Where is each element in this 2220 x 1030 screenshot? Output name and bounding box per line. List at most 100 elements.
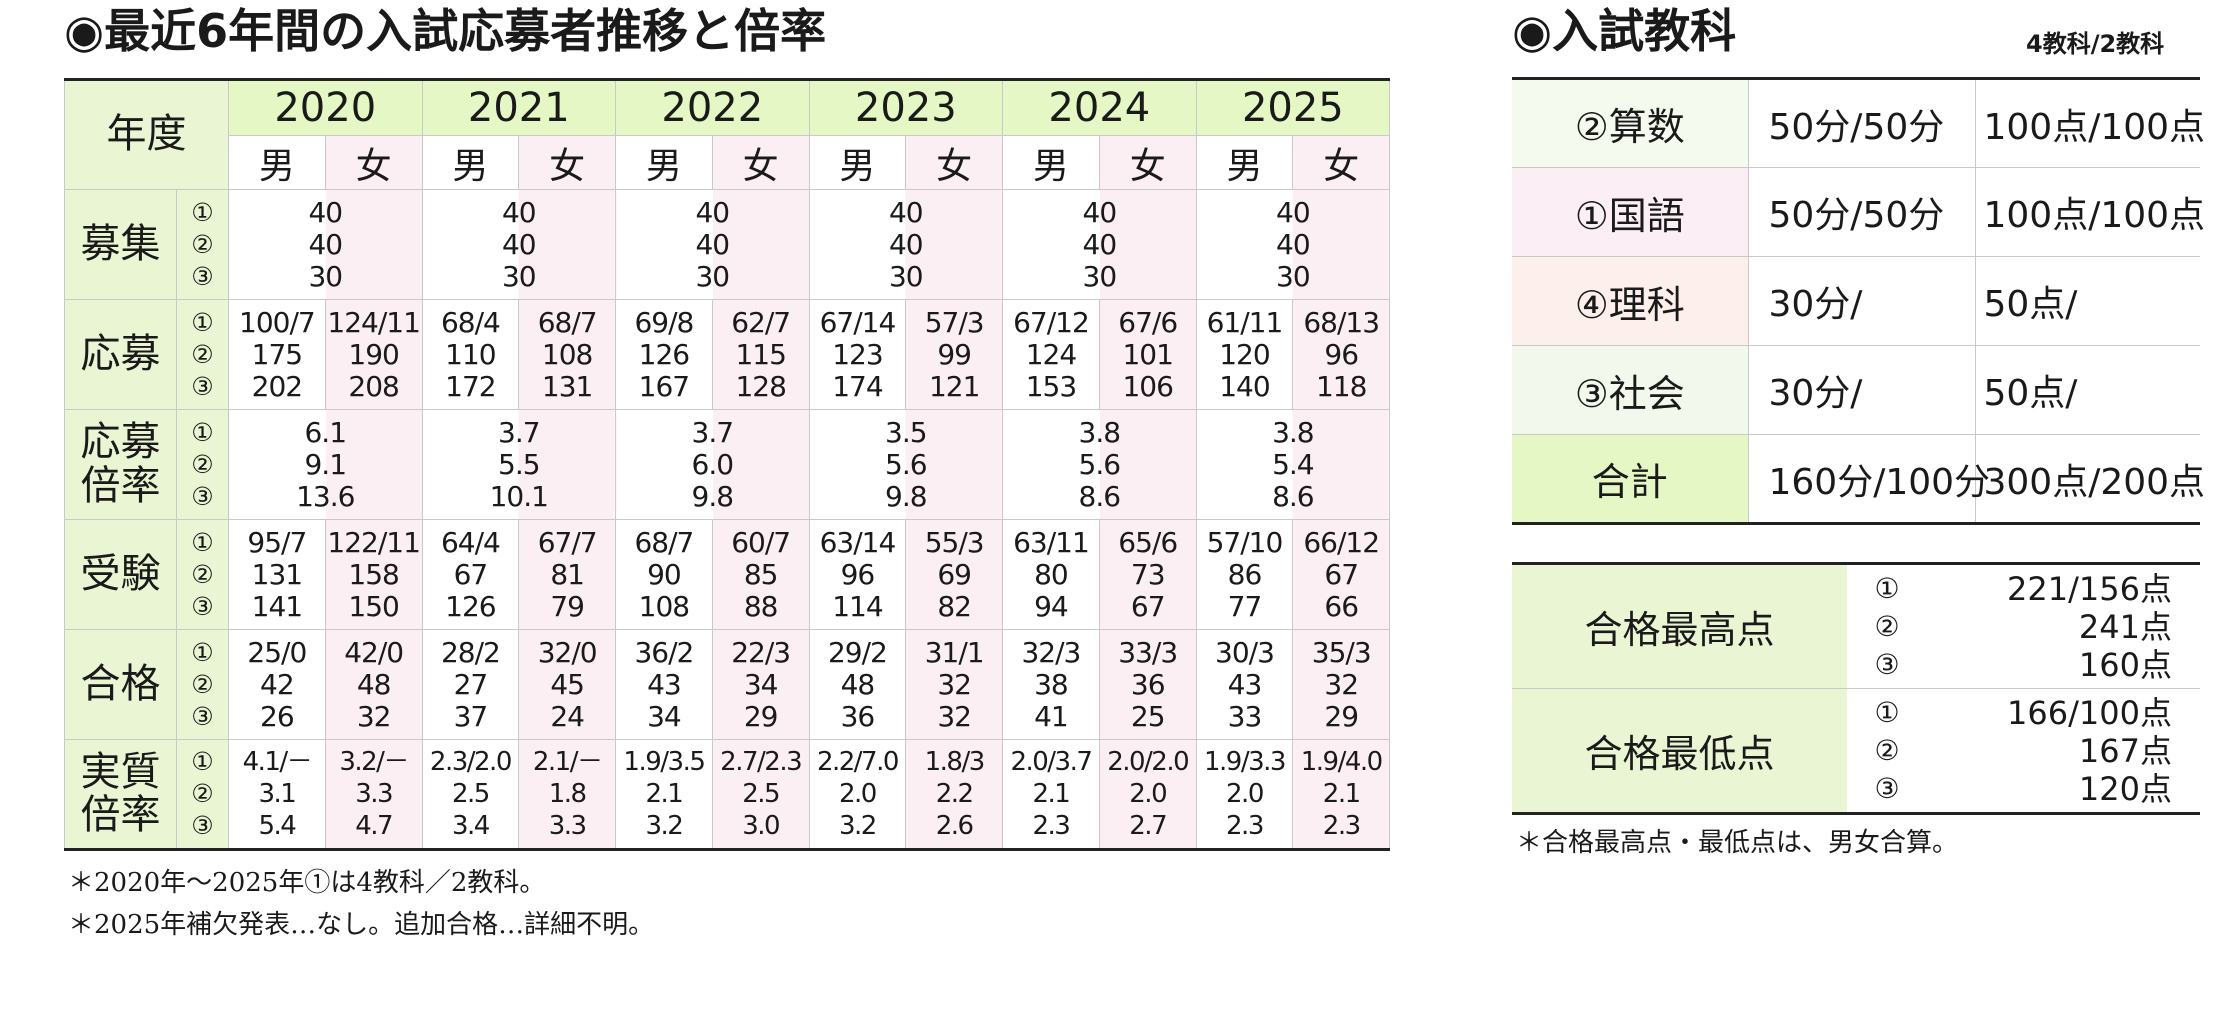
- row-label: 実質 倍率: [64, 739, 177, 850]
- female-header: 女: [324, 135, 423, 190]
- subject-time: 30分/: [1747, 345, 1975, 435]
- table-cell: 2.3/2.0 2.5 3.4: [421, 739, 520, 850]
- male-header: 男: [808, 135, 907, 190]
- table-cell: 3.7 5.5 10.1: [421, 409, 617, 520]
- subject-row: ③社会 30分/50点/: [1512, 345, 2200, 435]
- table-cell: 1.8/3 2.2 2.6: [905, 739, 1004, 850]
- table-cell: 2.2/7.0 2.0 3.2: [808, 739, 907, 850]
- score-values: 221/156点 241点 160点: [1917, 563, 2200, 689]
- table-cell: 122/11 158 150: [324, 519, 423, 630]
- table-cell: 66/12 67 66: [1292, 519, 1391, 630]
- table-cell: 29/2 48 36: [808, 629, 907, 740]
- subject-time: 50分/50分: [1747, 167, 1975, 257]
- male-header: 男: [228, 135, 326, 190]
- table-cell: 3.2/－ 3.3 4.7: [324, 739, 423, 850]
- table-cell: 25/0 42 26: [228, 629, 326, 740]
- score-label: 合格最低点: [1512, 688, 1847, 814]
- table-cell: 30/3 43 33: [1195, 629, 1294, 740]
- table-cell: 64/4 67 126: [421, 519, 520, 630]
- table-row: 実質 倍率 ① ② ③ 4.1/－ 3.1 5.4 3.2/－ 3.3 4.7 2.3/2.0 2.5 3…: [64, 739, 1391, 850]
- row-label: 応募 倍率: [64, 409, 177, 520]
- year-2021: 2021: [421, 79, 617, 136]
- table-cell: 61/11 120 140: [1195, 299, 1294, 410]
- table-cell: 3.8 5.4 8.6: [1195, 409, 1391, 520]
- subject-name: 合計: [1512, 434, 1748, 524]
- table-cell: 67/12 124 153: [1002, 299, 1100, 410]
- female-header: 女: [518, 135, 617, 190]
- applicants-table: 年度 2020 2021 2022 2023 2024 2025 男女男女男女男女男女男女 募…: [64, 78, 1391, 851]
- subject-time: 50分/50分: [1747, 78, 1975, 168]
- table-cell: 4.1/－ 3.1 5.4: [228, 739, 326, 850]
- table-cell: 40 40 30: [228, 189, 423, 300]
- year-2023: 2023: [808, 79, 1004, 136]
- table-cell: 6.1 9.1 13.6: [228, 409, 423, 520]
- table-row: 合格 ① ② ③ 25/0 42 26 42/0 48 32 28/2 27 37 32/0 45 24 36/…: [64, 629, 1391, 740]
- female-header: 女: [711, 135, 810, 190]
- subject-row: ②算数 50分/50分 100点/100点: [1512, 78, 2205, 168]
- table-cell: 68/13 96 118: [1292, 299, 1391, 410]
- table-row: 応募 ① ② ③ 100/7 175 202 124/11 190 208 68/4 110 172 68…: [64, 299, 1391, 410]
- table-cell: 36/2 43 34: [615, 629, 713, 740]
- table-cell: 95/7 131 141: [228, 519, 326, 630]
- table-cell: 55/3 69 82: [905, 519, 1004, 630]
- table-cell: 100/7 175 202: [228, 299, 326, 410]
- table-cell: 2.7/2.3 2.5 3.0: [711, 739, 810, 850]
- table-cell: 68/7 108 131: [518, 299, 617, 410]
- note-1: ＊2020年～2025年①は4教科／2教科。: [68, 868, 546, 898]
- table-cell: 32/0 45 24: [518, 629, 617, 740]
- table-cell: 63/14 96 114: [808, 519, 907, 630]
- table-cell: 3.5 5.6 9.8: [808, 409, 1004, 520]
- table-cell: 68/4 110 172: [421, 299, 520, 410]
- subject-points: 300点/200点: [1974, 434, 2205, 524]
- table-cell: 1.9/4.0 2.1 2.3: [1292, 739, 1391, 850]
- row-label: 応募: [64, 299, 177, 410]
- left-title: ◉最近6年間の入試応募者推移と倍率: [64, 4, 827, 58]
- table-cell: 69/8 126 167: [615, 299, 713, 410]
- subject-row: 合計 160分/100分 300点/200点: [1512, 434, 2205, 524]
- right-title: ◉入試教科: [1512, 4, 1737, 58]
- subject-row: ④理科 30分/50点/: [1512, 256, 2200, 346]
- year-2024: 2024: [1002, 79, 1197, 136]
- subject-name: ③社会: [1512, 345, 1748, 435]
- subjects-table: ②算数 50分/50分 100点/100点 ①国語 50分/50分 100点/100点 ④理…: [1512, 77, 2205, 525]
- right-subtitle: 4教科/2教科: [2026, 30, 2165, 58]
- scores-note: ＊合格最高点・最低点は、男女合算。: [1516, 828, 1959, 858]
- subject-time: 160分/100分: [1747, 434, 1990, 524]
- table-cell: 57/3 99 121: [905, 299, 1004, 410]
- table-cell: 65/6 73 67: [1098, 519, 1197, 630]
- row-label: 合格: [64, 629, 177, 740]
- table-cell: 1.9/3.5 2.1 3.2: [615, 739, 713, 850]
- table-cell: 35/3 32 29: [1292, 629, 1391, 740]
- subject-name: ④理科: [1512, 256, 1748, 346]
- year-2025: 2025: [1195, 79, 1391, 136]
- table-cell: 22/3 34 29: [711, 629, 810, 740]
- table-cell: 57/10 86 77: [1195, 519, 1294, 630]
- table-cell: 40 40 30: [615, 189, 810, 300]
- score-row: 合格最低点 ① ② ③ 166/100点 167点 120点: [1512, 688, 2200, 814]
- score-row: 合格最高点 ① ② ③ 221/156点 241点 160点: [1512, 563, 2200, 689]
- table-cell: 42/0 48 32: [324, 629, 423, 740]
- table-cell: 3.7 6.0 9.8: [615, 409, 810, 520]
- subject-points: 100点/100点: [1974, 78, 2205, 168]
- year-2022: 2022: [615, 79, 810, 136]
- table-cell: 1.9/3.3 2.0 2.3: [1195, 739, 1294, 850]
- female-header: 女: [1098, 135, 1197, 190]
- table-cell: 32/3 38 41: [1002, 629, 1100, 740]
- table-cell: 33/3 36 25: [1098, 629, 1197, 740]
- table-cell: 40 40 30: [421, 189, 617, 300]
- row-label: 受験: [64, 519, 177, 630]
- table-cell: 67/14 123 174: [808, 299, 907, 410]
- table-cell: 63/11 80 94: [1002, 519, 1100, 630]
- table-cell: 67/6 101 106: [1098, 299, 1197, 410]
- subject-row: ①国語 50分/50分 100点/100点: [1512, 167, 2205, 257]
- female-header: 女: [905, 135, 1004, 190]
- table-cell: 40 40 30: [1002, 189, 1197, 300]
- subject-name: ①国語: [1512, 167, 1748, 257]
- table-cell: 3.8 5.6 8.6: [1002, 409, 1197, 520]
- table-cell: 60/7 85 88: [711, 519, 810, 630]
